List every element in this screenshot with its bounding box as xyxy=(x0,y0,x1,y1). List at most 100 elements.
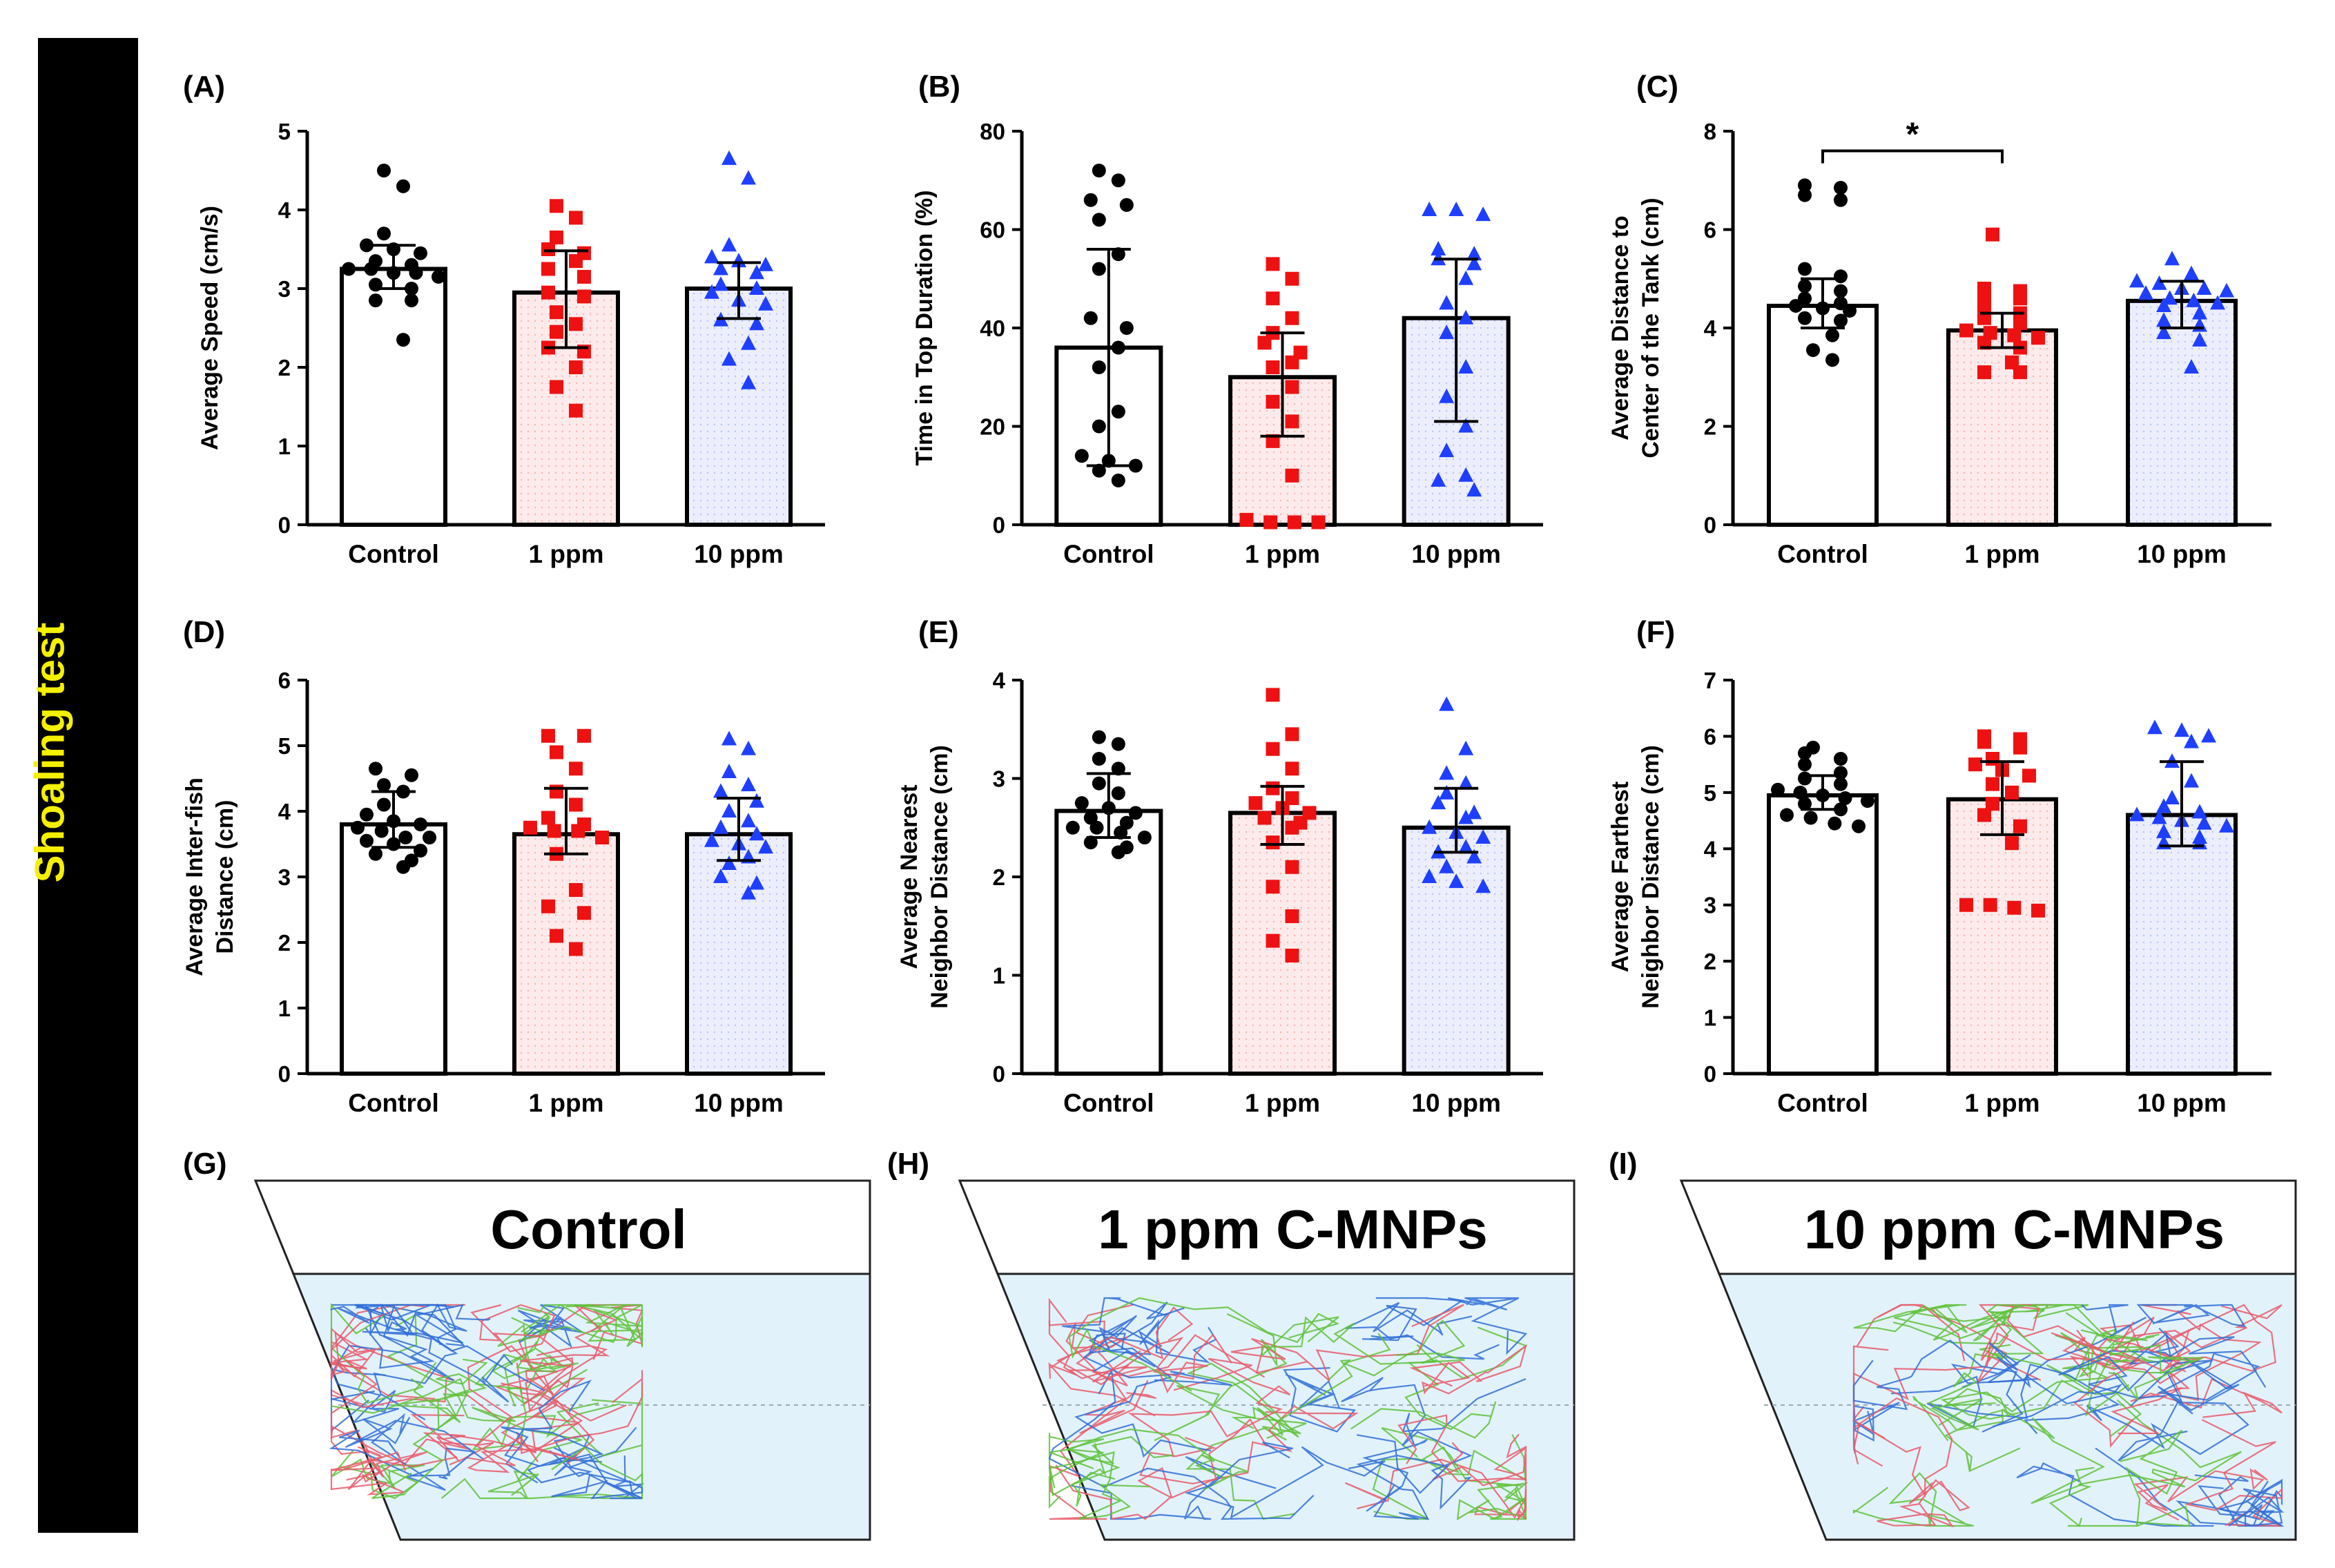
panel-label: (A) xyxy=(183,70,225,104)
swim-trajectory xyxy=(1980,1304,2140,1371)
y-tick-label: 3 xyxy=(278,276,291,302)
data-point xyxy=(713,276,728,291)
data-point xyxy=(1111,173,1125,188)
data-point xyxy=(550,305,563,320)
data-point xyxy=(1834,752,1848,766)
data-point xyxy=(749,264,764,280)
data-point xyxy=(2005,785,2019,800)
data-point xyxy=(569,403,583,418)
swim-trajectory xyxy=(1362,1378,1527,1512)
y-axis-title: Time in Top Duration (%) xyxy=(911,190,938,465)
data-point xyxy=(1422,869,1437,883)
swim-trajectory xyxy=(1341,1319,1528,1380)
y-tick-label: 1 xyxy=(278,996,291,1021)
data-point xyxy=(2013,291,2027,306)
swim-trajectory xyxy=(1409,1344,1527,1395)
data-point xyxy=(1458,809,1474,824)
data-point xyxy=(1083,835,1098,850)
data-point xyxy=(577,289,591,304)
side-banner xyxy=(38,38,138,1533)
data-point xyxy=(1798,188,1812,202)
data-point xyxy=(364,262,378,276)
data-point xyxy=(741,170,756,185)
data-point xyxy=(1458,359,1474,374)
data-point xyxy=(713,819,728,834)
swim-trajectory xyxy=(440,1470,556,1500)
swim-trajectory xyxy=(527,1446,632,1484)
data-point xyxy=(1439,388,1455,403)
data-point xyxy=(2186,292,2202,307)
y-tick-label: 5 xyxy=(278,733,291,759)
swim-trajectory xyxy=(2133,1468,2268,1521)
category-label: 1 ppm xyxy=(529,1089,604,1117)
data-point xyxy=(577,906,591,920)
y-tick-label: 0 xyxy=(278,1061,291,1087)
y-tick-label: 6 xyxy=(1704,217,1716,243)
data-point xyxy=(2192,804,2207,819)
swim-trajectory xyxy=(329,1429,476,1480)
y-axis-title: Average Nearest xyxy=(896,784,922,969)
data-point xyxy=(1798,771,1812,786)
data-point xyxy=(2007,900,2022,915)
data-point xyxy=(369,762,382,776)
data-point xyxy=(2013,365,2027,380)
data-point xyxy=(1798,797,1812,811)
y-tick-label: 0 xyxy=(993,512,1005,538)
data-point xyxy=(1798,311,1812,325)
data-point xyxy=(351,820,365,835)
data-point xyxy=(1248,796,1263,811)
data-point xyxy=(1828,816,1842,831)
data-point xyxy=(1092,419,1106,434)
y-axis-title: Neighbor Distance (cm) xyxy=(927,745,953,1009)
data-point xyxy=(1114,825,1128,840)
y-tick-label: 2 xyxy=(278,930,291,956)
swim-trajectory xyxy=(356,1304,545,1392)
data-point xyxy=(1111,786,1125,800)
data-point xyxy=(1977,735,1991,749)
y-tick-label: 5 xyxy=(278,119,291,144)
data-point xyxy=(374,824,389,838)
category-label: 1 ppm xyxy=(1965,540,2040,568)
swim-trajectory xyxy=(548,1426,645,1500)
swim-trajectory xyxy=(1185,1406,1301,1520)
swim-trajectory xyxy=(1341,1377,1473,1510)
y-tick-label: 80 xyxy=(980,119,1005,144)
data-point xyxy=(1466,804,1482,820)
data-point xyxy=(1285,909,1299,923)
panel-label: (E) xyxy=(918,615,959,649)
y-tick-label: 2 xyxy=(993,864,1005,890)
swim-trajectory xyxy=(501,1380,604,1484)
data-point xyxy=(2151,275,2167,290)
swim-trajectory xyxy=(1362,1297,1465,1342)
data-point xyxy=(1285,311,1299,325)
category-label: 10 ppm xyxy=(694,540,784,568)
data-point xyxy=(369,846,382,861)
swim-trajectory xyxy=(1068,1297,1340,1392)
data-point xyxy=(704,832,719,847)
category-label: 10 ppm xyxy=(694,1089,784,1117)
data-point xyxy=(1111,405,1125,419)
data-point xyxy=(1266,933,1280,948)
data-point xyxy=(1806,343,1820,358)
y-axis-title: Distance (cm) xyxy=(212,800,238,954)
data-point xyxy=(1475,829,1491,844)
data-point xyxy=(1422,819,1437,834)
data-point xyxy=(1825,328,1839,342)
category-label: Control xyxy=(1777,1089,1868,1117)
data-point xyxy=(398,831,413,844)
data-point xyxy=(1458,740,1474,755)
data-point xyxy=(1266,742,1280,756)
data-point xyxy=(1834,180,1848,195)
data-point xyxy=(1111,247,1125,262)
data-point xyxy=(1475,206,1491,222)
y-tick-label: 1 xyxy=(1704,1005,1716,1031)
data-point xyxy=(1843,304,1857,318)
data-point xyxy=(1092,752,1106,766)
data-point xyxy=(2156,325,2171,340)
swim-trajectory xyxy=(1184,1441,1386,1519)
data-point xyxy=(1092,730,1106,744)
data-point xyxy=(541,285,555,300)
swim-trajectory xyxy=(1186,1359,1353,1438)
data-point xyxy=(1466,482,1482,497)
